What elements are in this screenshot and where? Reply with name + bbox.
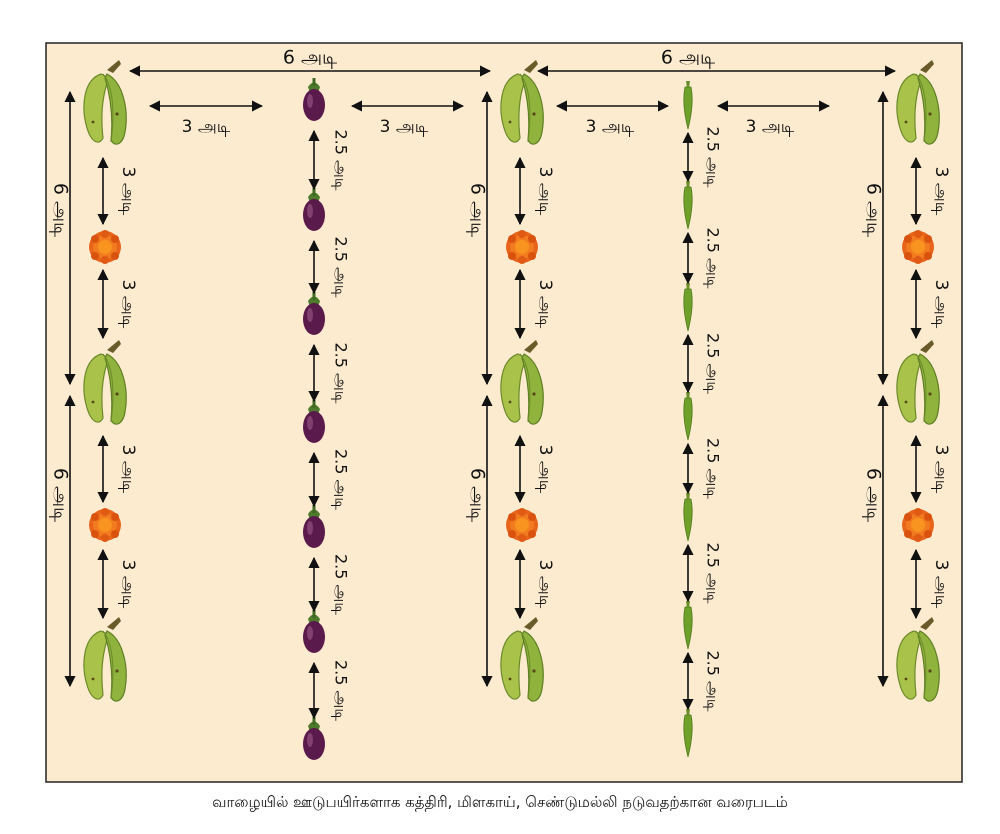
label-6ft: 6 அடி <box>283 47 337 69</box>
label-2-5ft: 2.5 அடி <box>704 227 723 288</box>
label-3ft: 3 அடி <box>586 117 635 137</box>
spacing-labels: 6 அடி 6 அடி 3 அடி 3 அடி 3 அடி 3 அடி 6 அடி 6 அடி… <box>50 47 952 722</box>
diagram-caption: வாழையில் ஊடுபயிர்களாக கத்திரி, மிளகாய், … <box>212 793 788 811</box>
label-3ft: 3 அடி <box>535 445 555 494</box>
label-2-5ft: 2.5 அடி <box>332 236 351 297</box>
label-6ft: 6 அடி <box>467 468 489 522</box>
label-2-5ft: 2.5 அடி <box>332 660 351 721</box>
label-3ft: 3 அடி <box>931 560 951 609</box>
label-3ft: 3 அடி <box>746 117 795 137</box>
label-6ft: 6 அடி <box>661 47 715 69</box>
label-3ft: 3 அடி <box>380 117 429 137</box>
label-2-5ft: 2.5 அடி <box>332 129 351 190</box>
label-2-5ft: 2.5 அடி <box>704 542 723 603</box>
label-2-5ft: 2.5 அடி <box>704 333 723 394</box>
label-6ft: 6 அடி <box>467 183 489 237</box>
label-3ft: 3 அடி <box>931 167 951 216</box>
label-6ft: 6 அடி <box>863 183 885 237</box>
label-6ft: 6 அடி <box>50 468 72 522</box>
label-3ft: 3 அடி <box>535 560 555 609</box>
label-3ft: 3 அடி <box>118 167 138 216</box>
label-6ft: 6 அடி <box>50 183 72 237</box>
label-3ft: 3 அடி <box>931 280 951 329</box>
label-2-5ft: 2.5 அடி <box>332 554 351 615</box>
label-3ft: 3 அடி <box>118 280 138 329</box>
label-2-5ft: 2.5 அடி <box>332 449 351 510</box>
label-2-5ft: 2.5 அடி <box>704 438 723 499</box>
label-3ft: 3 அடி <box>182 117 231 137</box>
spacing-arrows <box>64 65 922 720</box>
label-3ft: 3 அடி <box>118 445 138 494</box>
label-6ft: 6 அடி <box>863 468 885 522</box>
label-2-5ft: 2.5 அடி <box>704 126 723 187</box>
label-3ft: 3 அடி <box>535 167 555 216</box>
label-3ft: 3 அடி <box>535 280 555 329</box>
label-3ft: 3 அடி <box>931 445 951 494</box>
label-3ft: 3 அடி <box>118 560 138 609</box>
label-2-5ft: 2.5 அடி <box>704 650 723 711</box>
label-2-5ft: 2.5 அடி <box>332 342 351 403</box>
